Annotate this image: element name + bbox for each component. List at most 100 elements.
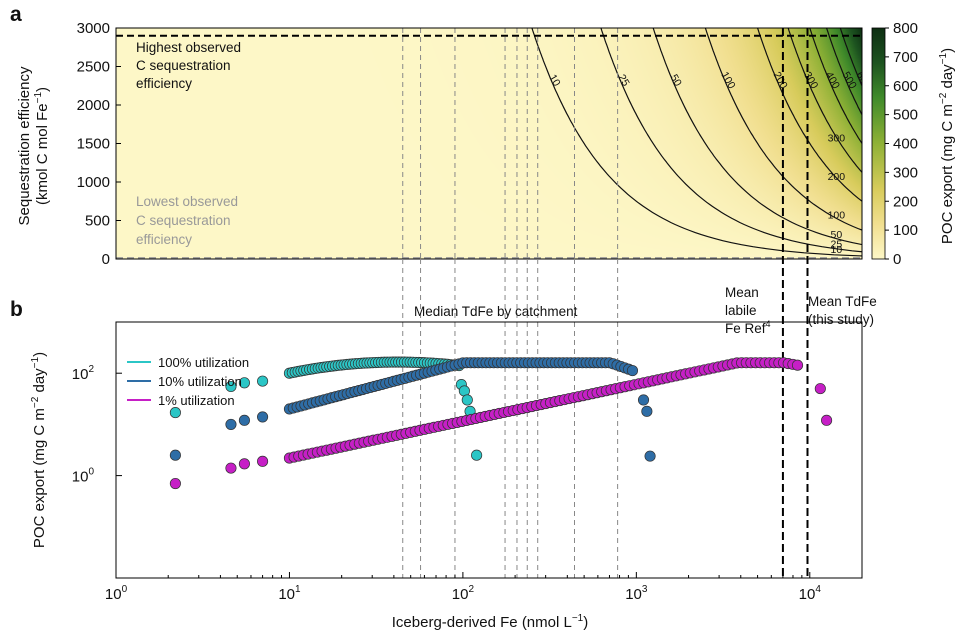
labile-fe-label-1: Mean [725, 285, 759, 300]
study-tdfe-label-1: Mean TdFe [808, 294, 877, 309]
pt-1-tail-1 [821, 414, 833, 426]
panel-a: 101025255050100100200200300300400500600 … [16, 20, 956, 268]
highest-annotation-1: Highest observed [136, 40, 241, 55]
colorbar-ticks: 0 100 200 300 400 500 600 700 800 [885, 20, 918, 268]
ytick-label-b-1: 102 [72, 364, 95, 383]
contour-600 [839, 28, 862, 88]
pt-1-iso-3 [257, 455, 269, 467]
contour-200 [756, 28, 862, 203]
study-tdfe-label-2: (this study) [808, 312, 874, 327]
contour-50 [652, 28, 862, 246]
cbtick-label-400: 400 [893, 136, 918, 153]
legend-label-1: 1% utilization [158, 393, 235, 408]
ytick-label-a-2500: 2500 [77, 59, 110, 76]
contour-25 [600, 28, 862, 253]
contour-500 [825, 28, 862, 116]
contour-300 [787, 28, 862, 174]
cbtick-label-0: 0 [893, 251, 901, 268]
xtick-label-3: 103 [625, 584, 648, 603]
median-tdfe-label: Median TdFe by catchment [414, 304, 578, 319]
scatter-points [169, 356, 833, 490]
ytick-label-a-500: 500 [85, 213, 110, 230]
labile-fe-label-2: labile [725, 303, 757, 318]
panel-a-letter: a [10, 3, 22, 26]
pt-1-109 [791, 359, 804, 371]
ytick-label-a-1500: 1500 [77, 136, 110, 153]
contour-label-right-200: 200 [828, 171, 846, 183]
pt-10-iso-2 [238, 414, 250, 426]
contour-10 [531, 28, 862, 257]
contour-400 [809, 28, 862, 145]
legend-label-10: 10% utilization [158, 374, 242, 389]
pt-10-iso-1 [225, 418, 237, 430]
contour-label-right-50: 50 [830, 229, 842, 241]
between-panel-lines [402, 28, 809, 578]
pt-10-iso-0 [169, 449, 181, 461]
xtick-label-1: 101 [278, 584, 301, 603]
pt-1-iso-0 [169, 477, 181, 490]
ytick-label-a-0: 0 [102, 251, 110, 268]
panel-a-ylabel-line2: (kmol C mol Fe [34, 103, 51, 205]
pt-100-iso-2 [238, 377, 250, 389]
ytick-label-a-1000: 1000 [77, 174, 110, 191]
panel-b-ylabel: POC export (mg C m−2 day−1) [30, 352, 48, 548]
pt-10-iso-3 [257, 411, 269, 423]
panel-a-yticks: 0 500 1000 1500 2000 2500 3000 [77, 20, 121, 268]
pt-100-iso-0 [169, 407, 181, 419]
pt-100-tail-4 [471, 449, 483, 461]
pt-100-iso-1 [225, 380, 237, 393]
contour-label-25: 25 [615, 72, 631, 88]
pt-10-89 [626, 365, 639, 377]
cbtick-label-200: 200 [893, 193, 918, 210]
pt-100-iso-3 [257, 375, 269, 387]
panel-a-ylabel-end: ) [34, 87, 51, 92]
heatmap-image [116, 28, 862, 259]
panel-b-vlines [402, 322, 619, 578]
cbtick-label-500: 500 [893, 107, 918, 124]
panel-a-ylabel-2: (kmol C mol Fe−1) [33, 87, 51, 205]
cbtick-label-800: 800 [893, 20, 918, 37]
panel-b-frame [115, 321, 863, 579]
pt-10-tail-0 [637, 394, 650, 406]
ytick-label-b-0: 100 [72, 467, 95, 486]
cbtick-label-600: 600 [893, 78, 918, 95]
lowest-annotation-2: C sequestration [136, 213, 231, 228]
contour-label-right-25: 25 [830, 238, 842, 250]
panel-a-ylabel: Sequestration efficiency [16, 66, 33, 225]
contour-label-right-300: 300 [828, 133, 846, 145]
panel-a-vlines [402, 28, 619, 259]
cbtick-label-700: 700 [893, 49, 918, 66]
contour-label-600: 600 [853, 70, 872, 91]
colorbar [871, 27, 886, 260]
lowest-annotation-3: efficiency [136, 232, 192, 247]
legend-label-100: 100% utilization [158, 355, 249, 370]
contour-lines [531, 28, 862, 257]
panel-a-ylabel-sup: −1 [33, 92, 44, 104]
pt-1-tail-0 [814, 383, 826, 395]
panel-b-ticks: 100 101 102 103 104 100 102 [72, 364, 863, 603]
ytick-label-a-2000: 2000 [77, 97, 110, 114]
panel-b-letter: b [10, 298, 23, 321]
contour-label-50: 50 [668, 72, 684, 88]
colorbar-label: POC export (mg C m−2 day−1) [938, 48, 956, 244]
pt-10-tail-2 [644, 450, 656, 462]
contour-100 [704, 28, 862, 231]
legend: 100% utilization 10% utilization 1% util… [127, 355, 249, 408]
panel-a-hlines [116, 34, 862, 260]
lowest-annotation-1: Lowest observed [136, 194, 238, 209]
ytick-label-a-3000: 3000 [77, 20, 110, 37]
pt-100-tail-2 [461, 394, 473, 406]
xtick-label-4: 104 [799, 584, 822, 603]
cbtick-label-100: 100 [893, 222, 918, 239]
pt-10-tail-1 [641, 405, 653, 417]
xtick-label-0: 100 [105, 584, 128, 603]
panel-b: 100 101 102 103 104 100 102 100% utilization 1… [30, 321, 863, 631]
contour-label-right-10: 10 [830, 244, 842, 256]
panel-b-xlabel: Iceberg-derived Fe (nmol L−1) [392, 613, 589, 631]
cbtick-label-300: 300 [893, 164, 918, 181]
highest-annotation-3: efficiency [136, 76, 192, 91]
xtick-label-2: 102 [452, 584, 475, 603]
contour-label-10: 10 [546, 72, 562, 88]
